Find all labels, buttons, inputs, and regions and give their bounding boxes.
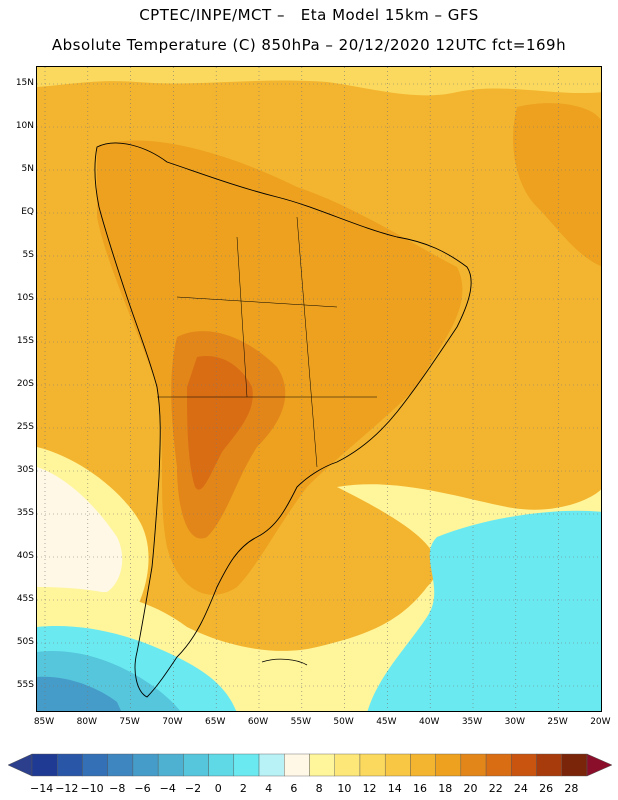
colorbar-bin: [435, 753, 462, 777]
field-minus6-southwest: [37, 676, 122, 711]
colorbar-bin: [561, 753, 588, 777]
colorbar-tick-label: 10: [337, 782, 352, 795]
colorbar-tick-label: 18: [438, 782, 453, 795]
colorbar-bin: [107, 753, 134, 777]
lat-tick-label: 20S: [16, 379, 34, 389]
field-18-atlantic: [513, 103, 601, 267]
colorbar-tick-label: 2: [239, 782, 247, 795]
lat-tick-label: 5N: [21, 164, 34, 174]
colorbar-bin: [157, 753, 184, 777]
colorbar-bin: [183, 753, 209, 777]
colorbar: [7, 753, 613, 777]
lon-tick-label: 85W: [33, 717, 55, 727]
colorbar-tick-label: 14: [387, 782, 402, 795]
lat-tick-label: 55S: [16, 680, 34, 690]
colorbar-bin: [258, 753, 285, 777]
colorbar-bin: [31, 753, 58, 777]
lat-tick-label: 5S: [22, 250, 34, 260]
lon-tick-label: 75W: [119, 717, 140, 727]
lat-tick-label: EQ: [21, 207, 34, 217]
lat-tick-label: 35S: [16, 508, 34, 518]
colorbar-bin: [284, 753, 310, 777]
colorbar-tick-label: 20: [463, 782, 478, 795]
lon-tick-label: 35W: [461, 717, 483, 727]
field-6-west: [37, 467, 123, 592]
colorbar-tick-label: 28: [564, 782, 579, 795]
colorbar-tick-label: −4: [159, 782, 176, 795]
field-2-south: [367, 510, 601, 711]
colorbar-tick-label: 0: [214, 782, 222, 795]
colorbar-bin: [410, 753, 436, 777]
field-14-16: [37, 67, 601, 96]
colorbar-bin: [334, 753, 361, 777]
lat-tick-label: 40S: [16, 551, 34, 561]
colorbar-bin: [511, 753, 537, 777]
colorbar-tick-label: 12: [362, 782, 377, 795]
lat-tick-label: 10S: [16, 293, 34, 303]
colorbar-bin: [309, 753, 335, 777]
lon-tick-label: 30W: [504, 717, 525, 727]
lat-tick-label: 30S: [16, 465, 34, 475]
lon-tick-label: 60W: [247, 717, 269, 727]
colorbar-bin: [485, 753, 512, 777]
lon-tick-label: 45W: [376, 717, 397, 727]
colorbar-tick-label: 24: [513, 782, 528, 795]
colorbar-bin: [57, 753, 83, 777]
colorbar-bin: [460, 753, 487, 777]
lon-tick-label: 55W: [290, 717, 311, 727]
map-title-line-2: Absolute Temperature (C) 850hPa – 20/12/…: [51, 36, 567, 54]
lon-tick-label: 65W: [205, 717, 226, 727]
lat-tick-label: 45S: [16, 594, 34, 604]
lat-tick-label: 10N: [15, 121, 34, 131]
colorbar-bin: [359, 753, 386, 777]
lat-tick-label: 15S: [16, 336, 34, 346]
lat-tick-label: 50S: [16, 637, 34, 647]
colorbar-tick-label: 6: [290, 782, 298, 795]
colorbar-tick-label: −6: [134, 782, 151, 795]
lon-tick-label: 25W: [547, 717, 568, 727]
colorbar-tick-label: 8: [315, 782, 323, 795]
map-title-line-1: CPTEC/INPE/MCT – Eta Model 15km – GFS: [139, 6, 479, 24]
colorbar-bin: [208, 753, 235, 777]
south-america-coastline: [94, 142, 472, 698]
colorbar-tick-label: −14: [30, 782, 54, 795]
colorbar-bin: [132, 753, 159, 777]
colorbar-bin: [536, 753, 562, 777]
colorbar-tick-label: 22: [488, 782, 503, 795]
lat-tick-label: 25S: [16, 422, 34, 432]
colorbar-under-arrow: [7, 753, 33, 777]
lon-tick-label: 20W: [590, 717, 611, 727]
colorbar-bin: [82, 753, 108, 777]
colorbar-over-arrow: [586, 753, 613, 777]
colorbar-tick-label: −12: [55, 782, 79, 795]
colorbar-tick-label: 16: [413, 782, 428, 795]
country-borders: [157, 216, 377, 468]
lon-tick-label: 50W: [333, 717, 354, 727]
colorbar-tick-label: −8: [109, 782, 126, 795]
lat-tick-label: 15N: [15, 78, 34, 88]
lon-tick-label: 80W: [76, 717, 97, 727]
temperature-map: [37, 67, 601, 711]
colorbar-tick-label: 4: [265, 782, 273, 795]
colorbar-tick-label: 26: [539, 782, 554, 795]
colorbar-bin: [384, 753, 411, 777]
colorbar-tick-label: −10: [80, 782, 104, 795]
colorbar-tick-label: −2: [184, 782, 202, 795]
map-panel: [36, 66, 602, 712]
falkland-islands: [261, 658, 308, 666]
field-22-core: [187, 356, 253, 490]
lon-tick-label: 70W: [162, 717, 183, 727]
lon-tick-label: 40W: [419, 717, 440, 727]
colorbar-bin: [233, 753, 260, 777]
